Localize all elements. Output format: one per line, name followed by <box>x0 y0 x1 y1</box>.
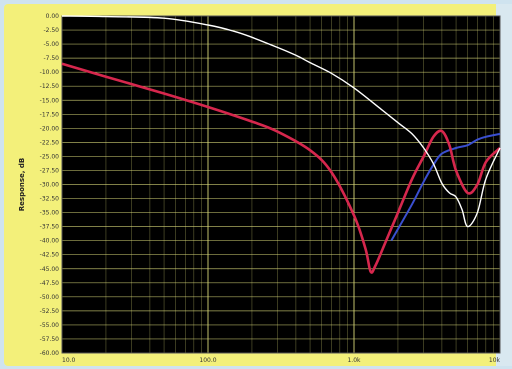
y-tick-label: -25.00 <box>40 153 60 160</box>
x-tick-labels: 10.0 100.0 1.0k 10k <box>62 357 501 364</box>
x-tick-label: 10k <box>489 357 501 364</box>
series-line <box>61 15 501 228</box>
y-tick-label: -12.50 <box>40 83 60 90</box>
y-tick-label: -45.00 <box>40 266 60 273</box>
y-tick-label: -42.50 <box>40 252 60 259</box>
y-tick-label: -50.00 <box>40 294 60 301</box>
y-tick-label: -17.50 <box>40 111 60 118</box>
y-tick-label: -55.00 <box>40 322 60 329</box>
y-tick-label: -47.50 <box>40 280 60 287</box>
series-line <box>61 62 501 274</box>
y-tick-label: -22.50 <box>40 139 60 146</box>
y-tick-label: -32.50 <box>40 196 60 203</box>
y-tick-label: -35.00 <box>40 210 60 217</box>
y-tick-label: -52.50 <box>40 308 60 315</box>
grid-lines <box>61 15 501 354</box>
x-tick-label: 100.0 <box>199 357 216 364</box>
y-tick-label: -57.50 <box>40 336 60 343</box>
x-tick-label: 10.0 <box>62 357 76 364</box>
y-tick-label: -2.50 <box>43 27 59 34</box>
y-tick-label: -7.50 <box>43 55 59 62</box>
y-tick-label: -27.50 <box>40 167 60 174</box>
y-tick-label: -60.00 <box>40 350 60 357</box>
y-tick-label: 0.00 <box>46 13 60 20</box>
series-line <box>390 132 501 242</box>
y-tick-labels: 0.00 -2.50 -5.00 -7.50 -10.00 -12.50 -15.00 -17… <box>40 13 60 357</box>
y-axis-label: Response, dB <box>18 158 26 211</box>
y-tick-label: -10.00 <box>40 69 60 76</box>
y-tick-label: -15.00 <box>40 97 60 104</box>
x-tick-label: 1.0k <box>347 357 361 364</box>
y-tick-label: -30.00 <box>40 182 60 189</box>
y-tick-label: -20.00 <box>40 125 60 132</box>
plot-border <box>61 15 501 354</box>
y-tick-label: -37.50 <box>40 224 60 231</box>
series-layer <box>61 15 501 274</box>
y-tick-label: -5.00 <box>43 41 59 48</box>
y-tick-label: -40.00 <box>40 238 60 245</box>
